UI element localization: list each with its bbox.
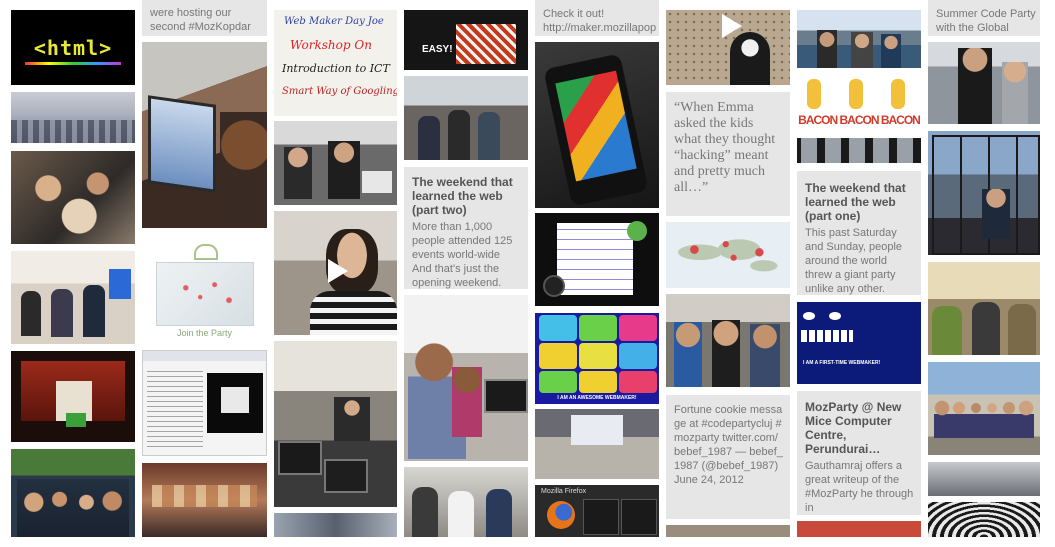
- photo-tile-students-laptops[interactable]: [404, 76, 528, 160]
- html-logo-tile[interactable]: <html>: [11, 10, 135, 85]
- sign-line-4: Smart Way of Googling: [282, 86, 397, 97]
- post-title[interactable]: The weekend that learned the web (part t…: [412, 175, 513, 217]
- photo-tile-city-view[interactable]: [928, 131, 1040, 255]
- photo-tile-kickoff-paper[interactable]: [535, 213, 659, 306]
- image-tile-first-time-webmaker[interactable]: I AM A FIRST-TIME WEBMAKER!: [797, 302, 921, 384]
- image-tile-spiral[interactable]: [928, 502, 1040, 537]
- tweet-tile-summer-code[interactable]: Summer Code Party with the Global: [928, 0, 1040, 36]
- post-excerpt: This past Saturday and Sunday, people ar…: [805, 227, 903, 295]
- photo-tile-group-table[interactable]: [11, 151, 135, 244]
- sign-line-3: Introduction to ICT: [282, 62, 390, 75]
- map-graphic: [156, 262, 254, 326]
- easy-text: EASY!: [422, 44, 453, 55]
- map-tile-world[interactable]: [666, 222, 790, 288]
- image-tile-bacon[interactable]: BACON BACON BACON: [797, 75, 921, 133]
- photo-tile-classroom[interactable]: [11, 92, 135, 143]
- photo-tile-hall[interactable]: [274, 513, 397, 537]
- photo-tile-restaurant[interactable]: [142, 463, 267, 537]
- photo-tile-classroom-2[interactable]: [928, 462, 1040, 496]
- photo-tile-meetup[interactable]: [404, 467, 528, 537]
- photo-tile-stage-house[interactable]: [11, 351, 135, 442]
- photo-tile-easy-sign[interactable]: EASY!: [404, 10, 528, 70]
- tweet-link[interactable]: http://maker.mozillapop: [543, 22, 657, 34]
- photo-tile-bottom-6[interactable]: [666, 525, 790, 537]
- photo-tile-father-daughter[interactable]: [404, 295, 528, 461]
- play-icon[interactable]: [328, 259, 348, 283]
- post-tile-mozparty-perundurai[interactable]: MozParty @ New Mice Computer Centre, Per…: [797, 391, 921, 515]
- photo-tile-projector-room[interactable]: [535, 409, 659, 479]
- video-tile-speaker[interactable]: [274, 211, 397, 335]
- tweet-tile-fortune-cookie[interactable]: Fortune cookie message at #codepartycluj…: [666, 395, 790, 519]
- quote-tile-emma[interactable]: “When Emma asked the kids what they thou…: [666, 92, 790, 216]
- post-tile-weekend-part-one[interactable]: The weekend that learned the web (part o…: [797, 171, 921, 295]
- photo-tile-computer-lab[interactable]: [274, 341, 397, 507]
- photo-tile-lake[interactable]: [797, 10, 921, 68]
- photo-tile-workshop-sign[interactable]: Web Maker Day Joe Workshop On Introducti…: [274, 10, 397, 116]
- tweet-line-1: Check it out!: [543, 8, 605, 20]
- post-title[interactable]: The weekend that learned the web (part o…: [805, 181, 906, 223]
- post-title[interactable]: MozParty @ New Mice Computer Centre, Per…: [805, 400, 902, 456]
- photo-tile-lab-chairs[interactable]: [928, 262, 1040, 355]
- map-tile-join-party[interactable]: Join the Party: [142, 236, 267, 342]
- photo-tile-laptop-girl[interactable]: [142, 42, 267, 228]
- html-logo-text: <html>: [33, 36, 113, 60]
- photo-tile-two-presenters[interactable]: [928, 42, 1040, 124]
- photo-tile-group-outdoor[interactable]: [928, 362, 1040, 455]
- photo-tile-kids-macs[interactable]: [666, 294, 790, 387]
- quote-text: “When Emma asked the kids what they thou…: [674, 100, 776, 195]
- photo-tile-kids-room[interactable]: [11, 251, 135, 344]
- image-tile-awesome-webmaker[interactable]: I AM AN AWESOME WEBMAKER!: [535, 313, 659, 404]
- tweet-text: Fortune cookie message at #codepartycluj…: [674, 404, 783, 486]
- photo-tile-men-laptops[interactable]: [274, 121, 397, 205]
- firefox-icon: [547, 501, 575, 529]
- sign-line-2: Workshop On: [290, 38, 372, 52]
- tweet-line-1: Summer Code Party: [936, 8, 1036, 20]
- photo-tile-phone-app[interactable]: [535, 42, 659, 208]
- video-tile-pegboard[interactable]: [666, 10, 790, 85]
- photo-tile-group-selfie[interactable]: [11, 449, 135, 537]
- first-time-caption: I AM A FIRST-TIME WEBMAKER!: [803, 360, 881, 366]
- awesome-webmaker-caption: I AM AN AWESOME WEBMAKER!: [557, 395, 637, 401]
- screenshot-tile-editor[interactable]: [142, 350, 267, 456]
- firefox-label: Mozilla Firefox: [541, 488, 587, 495]
- image-tile-skull-row[interactable]: [797, 138, 921, 163]
- post-excerpt: More than 1,000 people attended 125 even…: [412, 221, 513, 289]
- tweet-text: were hosting our second #MozKopdar: [150, 7, 251, 33]
- photo-tile-bottom-7[interactable]: [797, 521, 921, 537]
- post-excerpt: Gauthamraj offers a great writeup of the…: [805, 460, 914, 514]
- sign-line-1: Web Maker Day Joe: [284, 16, 384, 27]
- join-party-label: Join the Party: [176, 328, 233, 338]
- tweet-tile-check-it-out[interactable]: Check it out! http://maker.mozillapop: [535, 0, 659, 36]
- tweet-line-2: with the Global: [936, 22, 1009, 34]
- post-tile-weekend-part-two[interactable]: The weekend that learned the web (part t…: [404, 167, 528, 289]
- play-icon[interactable]: [722, 14, 742, 38]
- bacon-text: BACON BACON BACON: [798, 113, 921, 127]
- screenshot-tile-firefox[interactable]: Mozilla Firefox: [535, 485, 659, 537]
- tweet-tile-mozkopdar[interactable]: were hosting our second #MozKopdar: [142, 0, 267, 36]
- world-map-graphic: [672, 228, 784, 282]
- html-logo-color-bar: [25, 62, 121, 65]
